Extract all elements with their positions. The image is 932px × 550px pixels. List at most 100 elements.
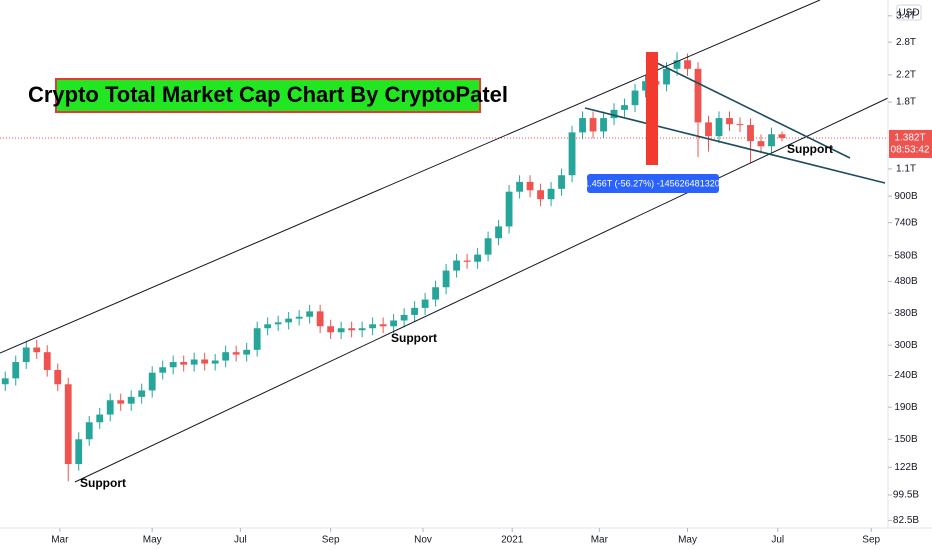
- y-tick-label: 3.4T: [896, 10, 916, 21]
- candle-body: [495, 226, 502, 239]
- y-tick-label: 740B: [894, 217, 918, 228]
- candle-body: [159, 367, 167, 373]
- candle-body: [694, 68, 702, 123]
- drop-marker: [646, 52, 658, 165]
- candle-body: [589, 118, 597, 132]
- wedge-lower: [584, 107, 886, 184]
- candle-body: [22, 347, 30, 363]
- y-tick-label: 2.8T: [896, 37, 916, 48]
- candle-body: [306, 311, 314, 317]
- y-tick-label: 480B: [894, 276, 918, 287]
- candle-body: [64, 384, 72, 465]
- candle-body: [1, 378, 9, 385]
- candle-body: [264, 324, 272, 329]
- candle-body: [558, 175, 565, 189]
- candle-body: [400, 314, 408, 321]
- candle-body: [684, 60, 691, 69]
- countdown: 08:53:42: [891, 145, 930, 156]
- candle-body: [117, 400, 125, 404]
- candle-body: [369, 324, 377, 329]
- y-tick-label: 150B: [894, 434, 918, 445]
- chart-title: Crypto Total Market Cap Chart By CryptoP…: [28, 82, 508, 107]
- y-tick-label: 1.1T: [896, 164, 916, 175]
- candle-body: [568, 132, 576, 176]
- x-tick-label: Mar: [51, 535, 69, 546]
- candle-body: [96, 414, 104, 423]
- y-tick-label: 240B: [894, 370, 918, 381]
- x-tick-label: Jul: [771, 535, 784, 546]
- candle-body: [190, 359, 198, 365]
- candle-body: [274, 322, 282, 325]
- candle-body: [505, 191, 513, 227]
- candle-body: [295, 316, 303, 319]
- y-tick-label: 122B: [894, 462, 918, 473]
- candle-body: [337, 328, 345, 333]
- y-tick-label: 380B: [894, 308, 918, 319]
- candle-body: [316, 311, 324, 327]
- y-tick-label: 580B: [894, 250, 918, 261]
- candle-body: [726, 118, 733, 125]
- title-box: [55, 78, 481, 113]
- measure-box: [587, 174, 719, 193]
- candle-body: [106, 400, 114, 415]
- candle-body: [379, 324, 387, 327]
- y-tick-label: 300B: [894, 340, 918, 351]
- y-tick-label: 99.5B: [893, 490, 919, 501]
- candle-body: [127, 396, 135, 404]
- candle-body: [169, 362, 177, 368]
- measure-label: -1.456T (-56.27%) -1456264813205: [581, 178, 724, 188]
- candle-body: [705, 122, 712, 137]
- currency-box: [896, 4, 922, 21]
- candle-body: [327, 326, 335, 333]
- candle-body: [484, 238, 492, 255]
- candle-body: [243, 349, 251, 355]
- candle-body: [673, 60, 681, 69]
- y-tick-label: 190B: [894, 402, 918, 413]
- candle-body: [526, 181, 534, 191]
- wedge-upper: [654, 61, 851, 159]
- candle-body: [33, 347, 41, 353]
- candle-body: [547, 188, 555, 200]
- candle-body: [442, 270, 450, 288]
- candle-body: [621, 105, 628, 110]
- candle-body: [463, 260, 471, 262]
- candle-body: [348, 328, 356, 331]
- candle-body: [757, 141, 765, 147]
- x-tick-label: Sep: [862, 535, 880, 546]
- candle-body: [432, 287, 440, 300]
- candle-body: [390, 320, 398, 327]
- candle-body: [631, 90, 639, 106]
- candle-body: [148, 372, 156, 391]
- y-tick-label: 2.2T: [896, 70, 916, 81]
- candle-body: [75, 439, 83, 465]
- candle-body: [715, 118, 723, 137]
- candle-body: [285, 318, 293, 323]
- candle-body: [778, 134, 786, 138]
- candle-body: [663, 68, 670, 85]
- candle-body: [600, 118, 607, 132]
- candle-body: [768, 134, 775, 147]
- annotation: Support: [80, 476, 126, 490]
- candle-body: [138, 390, 146, 397]
- x-tick-label: Jul: [234, 535, 247, 546]
- channel-upper: [0, 0, 821, 354]
- x-tick-label: Sep: [322, 535, 340, 546]
- candle-body: [747, 125, 754, 142]
- candle-body: [516, 181, 523, 192]
- candle-body: [610, 109, 618, 119]
- plot: [0, 52, 888, 482]
- candle-body: [453, 260, 461, 271]
- candle-body: [54, 369, 62, 385]
- candle-body: [211, 360, 219, 364]
- candle-body: [358, 328, 366, 331]
- y-tick-label: 1.8T: [896, 97, 916, 108]
- candle-body: [642, 81, 649, 91]
- x-tick-label: May: [678, 535, 697, 546]
- candle-body: [537, 190, 544, 200]
- x-tick-label: Mar: [591, 535, 609, 546]
- x-tick-label: May: [143, 535, 162, 546]
- candle-body: [85, 422, 93, 440]
- candle-body: [232, 352, 240, 355]
- candle-body: [253, 328, 261, 350]
